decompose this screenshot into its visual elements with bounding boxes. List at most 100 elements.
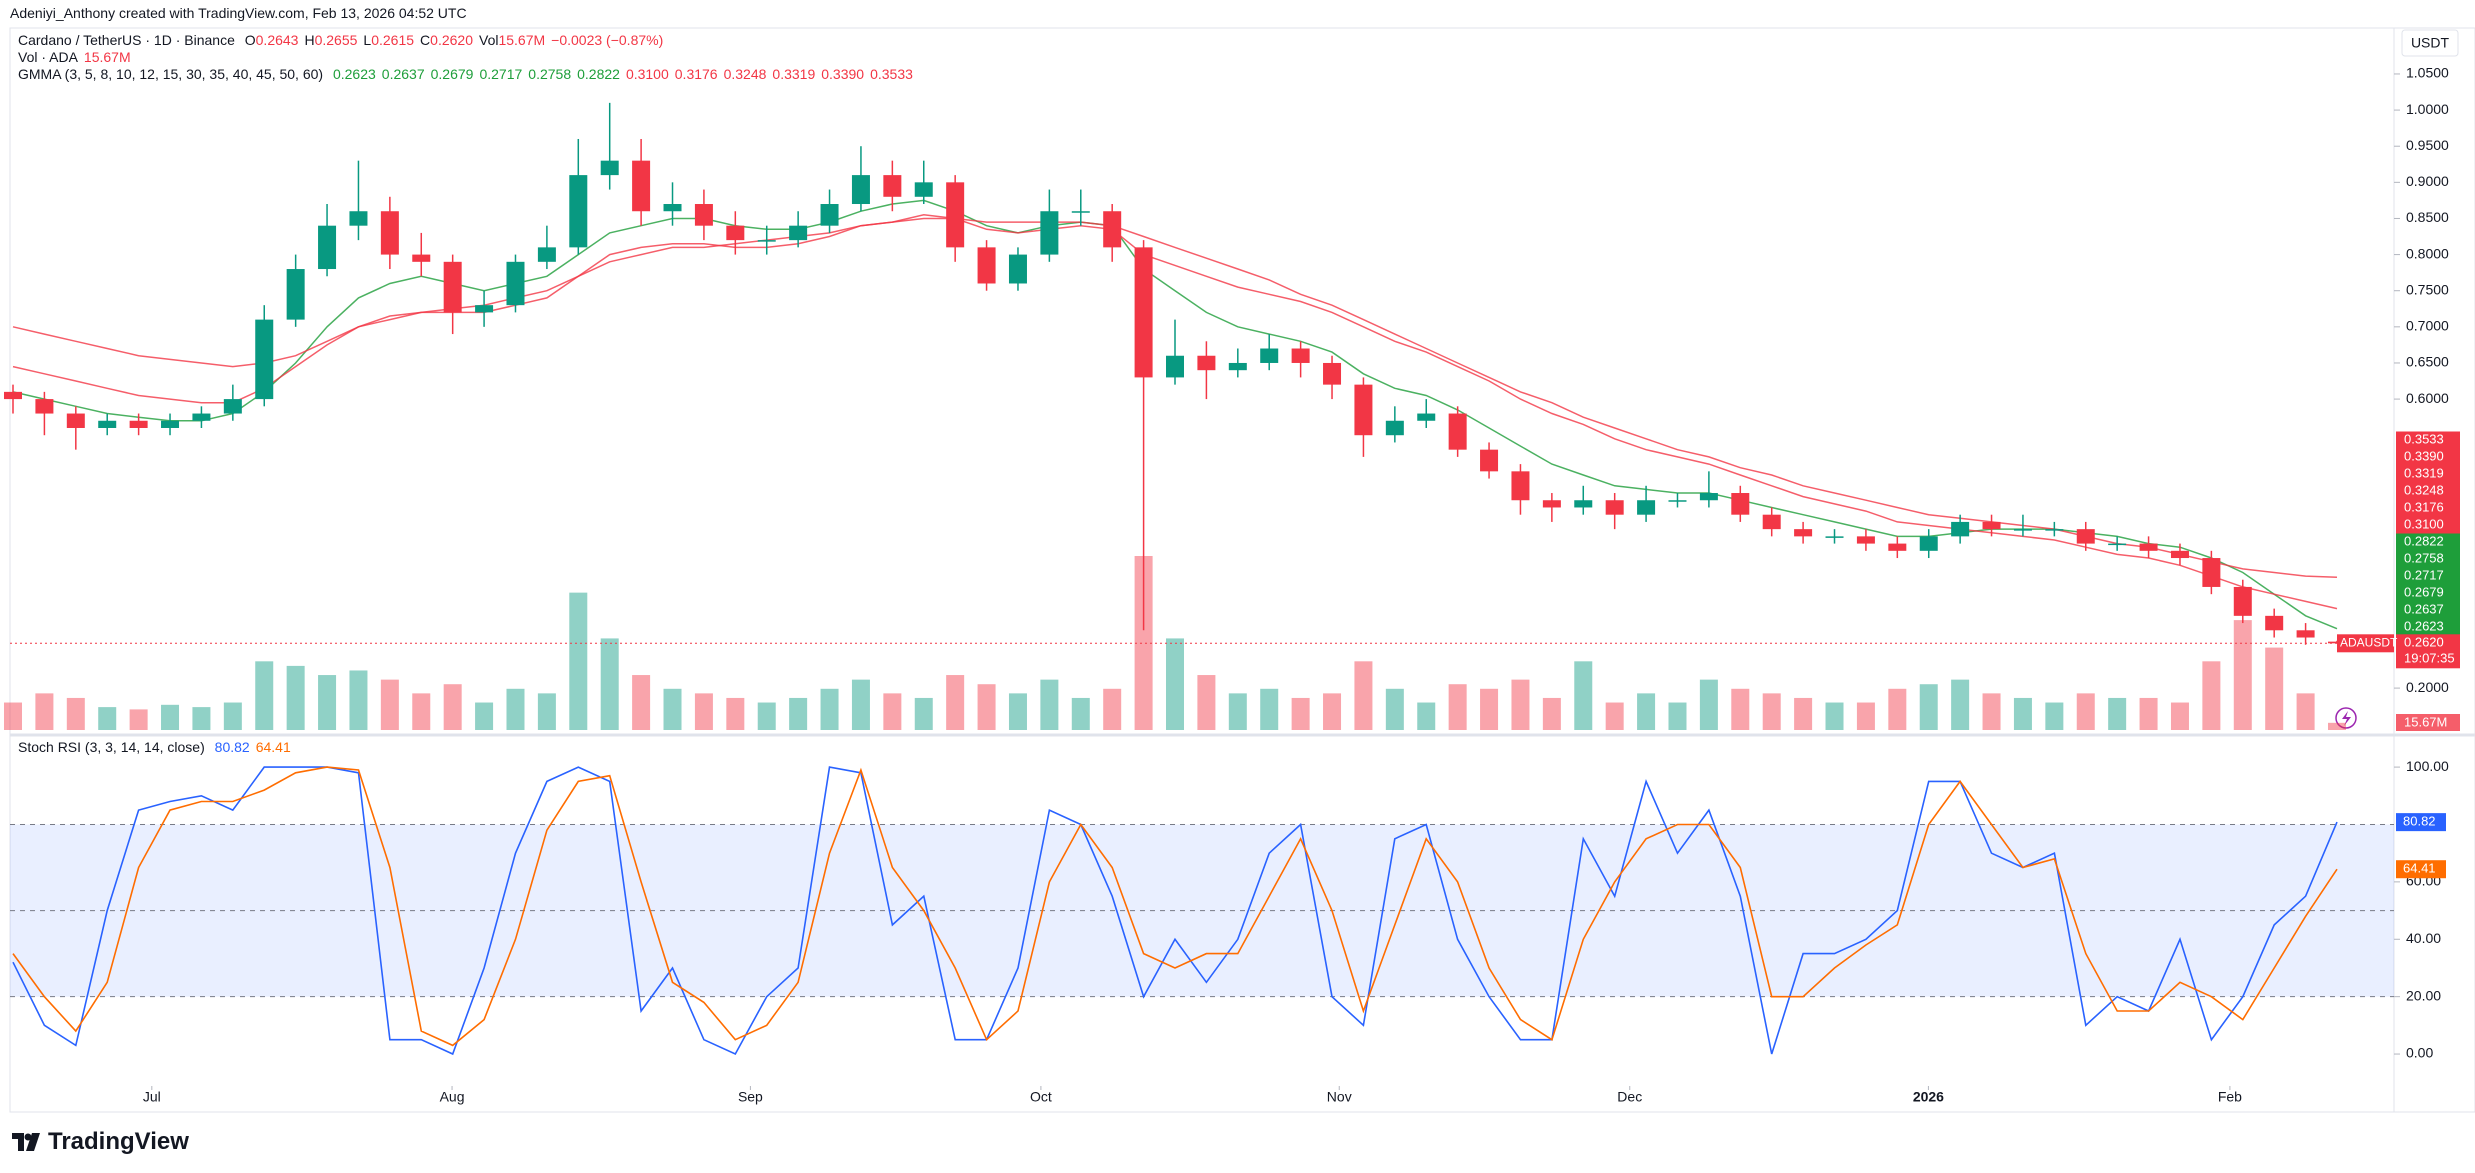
gmma-line [12,217,2338,579]
gmma-value: 0.3390 [821,66,865,82]
volume-bar [1040,679,1059,730]
volume-bar [1071,697,1090,730]
candle-body [600,160,619,176]
alert-bolt [2342,711,2351,726]
candle-body [2139,543,2158,551]
candle-body [35,399,54,414]
gmma-line [12,214,2338,610]
gmma-tag [2396,533,2460,551]
y-tick-label: 0.7500 [2406,281,2449,297]
volume-bar [223,702,242,730]
gmma-tag [2396,550,2460,568]
candle-body [1574,500,1593,508]
candle-body [2013,529,2032,531]
candle-body [1071,211,1090,213]
volume-bar [1134,556,1153,730]
ohlc-label: C [420,32,431,48]
x-tick-label: Jul [143,1089,161,1105]
candle-body [1511,471,1530,501]
gmma-tag-label: 0.3319 [2404,465,2444,480]
candle-body [1385,420,1404,436]
candle-body [1260,348,1279,363]
volume-bar [2076,693,2095,730]
ohlc-value: 0.2615 [371,32,415,48]
y-tick-label: 0.7000 [2406,318,2449,334]
ohlc-value: 0.2655 [314,32,358,48]
gmma-tag-label: 0.3533 [2404,431,2444,446]
candle-body [2202,558,2221,587]
x-tick-label: 2026 [1913,1089,1944,1105]
y-tick-label: 0.8000 [2406,245,2449,261]
y-tick-label: 0.6500 [2406,354,2449,370]
volume-bar [1951,679,1970,730]
gmma-value: 0.3533 [870,66,913,82]
legend-volume: Vol · ADA 15.67M [18,49,137,65]
currency-box [2401,29,2459,57]
volume-bar [2139,697,2158,730]
volume-bar [35,693,54,730]
y-tick-label: 0.9500 [2406,137,2449,153]
ohlc-value: 0.2643 [255,32,299,48]
candle-body [1417,413,1436,421]
candle-body [1982,521,2001,530]
gmma-value: 0.3100 [625,66,669,82]
gmma-tag-label: 0.2758 [2404,550,2444,565]
candle-body [1605,500,1624,515]
candle-body [1291,348,1310,363]
candle-body [1951,521,1970,537]
candle-body [1040,211,1059,255]
volume-bar [1511,679,1530,730]
volume-bar [2045,702,2064,730]
volume-bar [475,702,494,730]
candle-body [66,413,85,428]
volume-bar [2170,702,2189,730]
volume-bar [2265,647,2284,730]
candle-body [1762,514,1781,530]
frame [9,27,2475,1113]
volume-bar [1480,688,1499,730]
y-tick-label: 0.9000 [2406,173,2449,189]
volume-bar [1982,693,2001,730]
gmma-value: 0.2679 [430,66,474,82]
candle-body [98,420,117,428]
candle-body [1103,211,1122,248]
volume-bar [98,707,117,730]
volume-bar [946,675,965,730]
x-tick-label: Dec [1617,1089,1642,1105]
volume-bar [694,693,713,730]
volume-tag-label: 15.67M [2404,714,2447,729]
currency: USDT [2411,35,2450,51]
candle-body [129,420,148,428]
gmma-tag-label: 0.3100 [2404,516,2444,531]
gmma-tag-label: 0.2637 [2404,601,2444,616]
gmma-tag-label: 0.3176 [2404,499,2444,514]
volume-bar [1919,684,1938,730]
volume-title: Vol · ADA [18,49,78,65]
credit: Adeniyi_Anthony created with TradingView… [10,5,467,21]
volume-bar [318,675,337,730]
volume-bar [1291,697,1310,730]
candle-body [2108,543,2127,546]
stoch-value: 80.82 [214,739,250,755]
gmma-tag [2396,584,2460,602]
y-tick-label: 20.00 [2406,987,2441,1003]
candle-body [223,399,242,414]
stoch-tag [2396,813,2446,832]
ohlc-label: Vol [479,32,499,48]
gmma-tag [2396,618,2460,636]
stoch-line [12,766,2338,1056]
volume-bar [1574,661,1593,730]
volume-bar [66,697,85,730]
candle-body [1888,543,1907,551]
candle-body [757,240,776,242]
candle-body [632,160,651,212]
volume-bar [380,679,399,730]
candle-body [569,175,588,248]
volume-bar [2013,697,2032,730]
ohlc-label: O [244,32,256,48]
change: −0.0023 (−0.87%) [551,32,664,48]
volume-bar [569,592,588,730]
candle-body [1731,493,1750,515]
volume-bar [1668,702,1687,730]
